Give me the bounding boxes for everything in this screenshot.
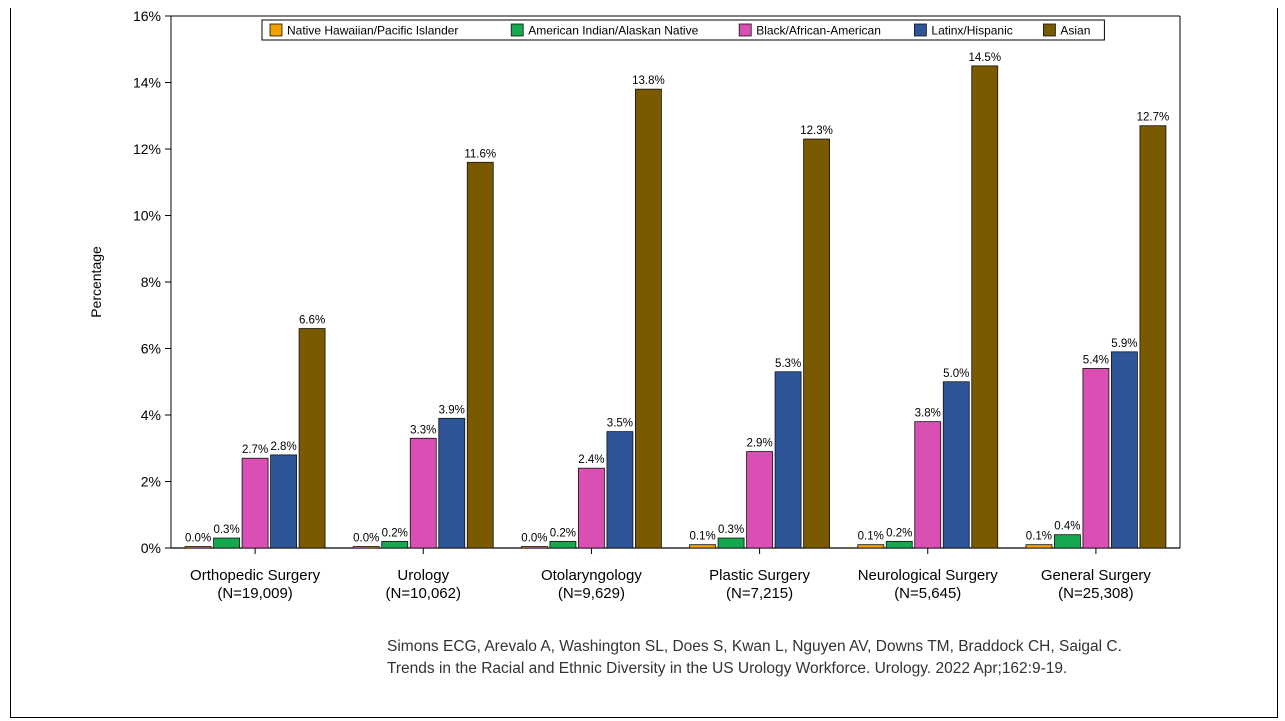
legend-box [261, 19, 1105, 41]
bar [1025, 544, 1053, 549]
x-category-label: Urology [397, 567, 449, 584]
y-tick-label: 6% [141, 341, 161, 357]
bar [942, 381, 970, 549]
slide-frame [10, 8, 1278, 718]
bar-value-label: 0.1% [858, 531, 884, 543]
bar-value-label: 2.7% [242, 444, 268, 456]
bar [578, 467, 605, 549]
bar-value-label: 3.5% [607, 418, 633, 430]
y-tick-label: 4% [141, 407, 161, 423]
bar-value-label: 0.2% [382, 527, 408, 539]
x-category-count-label: (N=10,062) [386, 585, 461, 602]
bar-value-label: 3.9% [439, 404, 465, 416]
bar [1111, 351, 1138, 549]
x-category-count-label: (N=7,215) [726, 585, 793, 602]
x-category-count-label: (N=25,308) [1058, 585, 1133, 602]
bar-value-label: 0.2% [886, 527, 912, 539]
bar [1139, 125, 1167, 549]
bar [1054, 534, 1081, 549]
legend-swatch [914, 23, 927, 37]
bar-value-label: 0.0% [521, 533, 547, 545]
bar-value-label: 0.3% [718, 524, 744, 536]
bar [438, 417, 466, 549]
y-tick-label: 0% [141, 540, 161, 556]
citation-line-1: Simons ECG, Arevalo A, Washington SL, Do… [387, 638, 1122, 655]
bar-value-label: 3.8% [915, 408, 941, 420]
bar [466, 161, 494, 549]
bar [803, 138, 830, 549]
x-category-label: General Surgery [1041, 567, 1152, 584]
bar [689, 544, 716, 549]
bar-value-label: 0.2% [550, 527, 576, 539]
x-category-label: Plastic Surgery [709, 567, 810, 584]
y-tick-label: 16% [133, 8, 161, 24]
legend-swatch [1043, 23, 1056, 37]
bar-value-label: 0.0% [185, 533, 211, 545]
bar-value-label: 3.3% [410, 424, 436, 436]
citation-line-2: Trends in the Racial and Ethnic Diversit… [387, 660, 1068, 677]
x-category-label: Orthopedic Surgery [190, 567, 321, 584]
y-tick-label: 14% [133, 75, 161, 91]
legend-swatch [269, 23, 283, 37]
bar-value-label: 5.3% [775, 358, 801, 370]
bar-value-label: 5.9% [1111, 338, 1137, 350]
legend-swatch [510, 23, 524, 37]
bar [606, 431, 634, 549]
legend-label: Asian [1060, 24, 1090, 38]
bar-value-label: 5.4% [1083, 354, 1109, 366]
y-tick-label: 12% [133, 141, 161, 157]
x-category-label: Neurological Surgery [858, 567, 999, 584]
bar-value-label: 0.1% [1026, 531, 1052, 543]
bar [635, 88, 662, 549]
bar-value-label: 13.8% [632, 75, 665, 87]
legend-swatch [738, 23, 752, 37]
y-tick-label: 2% [141, 474, 161, 490]
bar [213, 537, 240, 549]
bar-value-label: 12.3% [800, 125, 833, 137]
bar [270, 454, 297, 549]
bar [549, 540, 577, 549]
bar [241, 457, 269, 549]
bar [184, 546, 212, 549]
bar-value-label: 2.8% [270, 441, 296, 453]
bar [857, 544, 885, 549]
legend-label: Black/African-American [756, 24, 881, 38]
bar [746, 451, 773, 549]
bar [298, 328, 326, 549]
bar-value-label: 0.0% [353, 533, 379, 545]
legend-label: Latinx/Hispanic [931, 24, 1012, 38]
x-category-label: Otolaryngology [541, 567, 642, 584]
bar-value-label: 0.1% [689, 531, 715, 543]
bar [521, 546, 548, 549]
y-tick-label: 8% [141, 274, 161, 290]
legend-label: Native Hawaiian/Pacific Islander [287, 24, 458, 38]
bar [381, 540, 409, 549]
y-tick-label: 10% [133, 208, 161, 224]
bar-value-label: 0.3% [213, 524, 239, 536]
x-category-count-label: (N=19,009) [217, 585, 292, 602]
y-axis-label: Percentage [88, 246, 104, 318]
bar-value-label: 2.4% [578, 454, 604, 466]
bar-value-label: 0.4% [1054, 521, 1080, 533]
bar [885, 540, 913, 549]
bar-value-label: 2.9% [746, 438, 772, 450]
bar-value-label: 6.6% [299, 315, 325, 327]
bar [352, 546, 380, 549]
bar [914, 421, 942, 549]
citation: Simons ECG, Arevalo A, Washington SL, Do… [387, 636, 1122, 680]
bar-value-label: 5.0% [943, 368, 969, 380]
bar [1082, 368, 1110, 549]
bar [409, 437, 437, 549]
x-category-count-label: (N=9,629) [558, 585, 625, 602]
bar [774, 371, 802, 549]
bar [717, 537, 745, 549]
x-category-count-label: (N=5,645) [894, 585, 961, 602]
bar-value-label: 14.5% [968, 52, 1001, 64]
bar [971, 65, 999, 549]
legend-label: American Indian/Alaskan Native [528, 24, 698, 38]
bar-value-label: 11.6% [464, 148, 496, 160]
bar-value-label: 12.7% [1137, 112, 1170, 124]
